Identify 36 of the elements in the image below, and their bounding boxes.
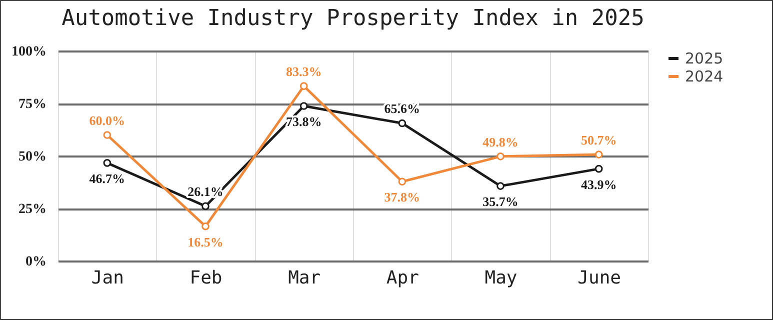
point xyxy=(300,102,308,110)
data-label: 83.3% xyxy=(286,64,322,80)
data-label: 46.7% xyxy=(89,170,126,186)
chart-title: Automotive Industry Prosperity Index in 2025 xyxy=(62,6,644,31)
y-tick-label: 25% xyxy=(18,202,46,217)
y-tick-label: 100% xyxy=(12,44,46,60)
x-tick-label: May xyxy=(484,268,518,288)
point xyxy=(594,150,603,158)
x-tick-label: Mar xyxy=(288,268,321,288)
point xyxy=(202,202,210,210)
y-tick-label: 75% xyxy=(18,97,46,112)
data-label: 35.7% xyxy=(482,194,518,210)
x-tick-label: Feb xyxy=(190,268,222,288)
data-label: 50.7% xyxy=(580,132,617,148)
data-label: 65.6% xyxy=(384,101,420,116)
point xyxy=(496,152,504,160)
point xyxy=(103,131,112,139)
y-tick-label: 50% xyxy=(18,150,46,164)
data-label: 16.5% xyxy=(188,234,224,250)
x-tick-label: June xyxy=(578,268,622,288)
legend-label: 2025 xyxy=(685,50,724,68)
point xyxy=(300,82,308,90)
point xyxy=(496,182,504,190)
legend-label: 2024 xyxy=(685,68,724,86)
point xyxy=(398,178,406,186)
y-tick-label: 0% xyxy=(26,254,46,270)
point xyxy=(103,159,112,167)
x-tick-label: Jan xyxy=(91,268,124,288)
data-label: 60.0% xyxy=(89,113,126,128)
x-tick-label: Apr xyxy=(386,268,420,288)
data-label: 49.8% xyxy=(482,134,518,150)
point xyxy=(594,164,603,173)
data-label: 37.8% xyxy=(384,190,420,205)
point xyxy=(398,119,406,128)
data-label: 43.9% xyxy=(580,176,617,192)
point xyxy=(202,222,210,230)
